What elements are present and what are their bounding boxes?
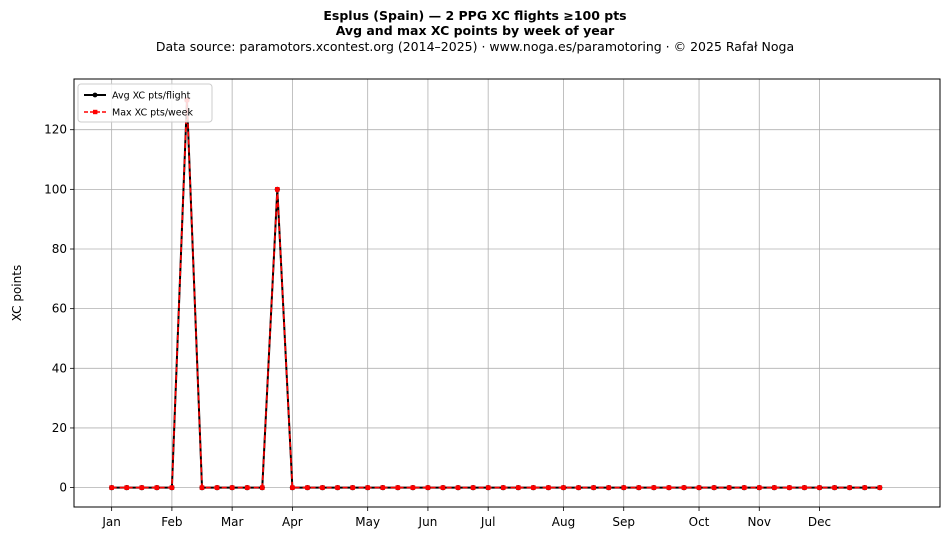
data-point [576,485,581,490]
data-point [410,485,416,490]
data-point [485,485,491,490]
data-point [275,187,280,192]
y-tick-label: 40 [52,361,67,375]
y-tick-label: 0 [59,481,67,495]
data-point [500,485,506,490]
y-axis-label: XC points [10,265,24,321]
data-point [425,485,431,490]
data-point [636,485,642,490]
data-point [365,485,370,490]
data-point [802,485,807,490]
chart-titles: Esplus (Spain) — 2 PPG XC flights ≥100 p… [0,8,950,55]
legend-marker [92,92,98,98]
data-point [832,485,837,490]
data-point [440,485,446,490]
data-point [787,485,792,490]
series-layer [109,97,883,491]
chart-title: Esplus (Spain) — 2 PPG XC flights ≥100 p… [323,8,627,23]
data-point [124,485,130,490]
x-tick-label: Sep [612,515,635,529]
legend-marker [93,109,98,115]
y-tick-label: 20 [52,421,67,435]
data-point [290,485,295,490]
data-point [244,485,250,490]
data-point [726,485,732,490]
data-point [531,485,536,490]
x-tick-label: Mar [221,515,244,529]
x-tick-label: Nov [748,515,771,529]
x-tick-label: Jul [480,515,495,529]
data-point [756,485,762,490]
data-point [455,485,461,490]
data-point [862,485,867,490]
series-line [111,99,880,489]
data-point [214,485,220,490]
data-point [666,485,672,490]
data-point [320,485,325,490]
series-line [111,99,880,489]
x-tick-label: Feb [161,515,182,529]
data-point [139,485,145,490]
data-source-line: Data source: paramotors.xcontest.org (20… [155,39,795,54]
data-point [696,485,702,490]
data-point [681,485,687,490]
data-point [621,485,627,490]
data-point [546,485,551,490]
x-tick-label: Oct [689,515,710,529]
data-point [651,485,657,490]
y-tick-label: 80 [52,242,67,256]
x-tick-label: Jun [418,515,438,529]
data-point [470,485,476,490]
legend: Avg XC pts/flight Max XC pts/week [77,83,213,123]
y-tick-label: 100 [44,182,67,196]
data-point [259,485,265,490]
data-point [169,485,175,490]
data-point [199,485,205,490]
data-point [591,485,596,490]
data-point [817,485,822,490]
x-tick-label: Jan [101,515,121,529]
data-point [877,485,883,490]
legend-entry: Max XC pts/week [112,108,193,119]
data-point [741,485,747,490]
x-tick-label: Apr [282,515,303,529]
data-point [350,485,355,490]
data-point [772,485,777,490]
data-point [847,485,852,490]
data-point [711,485,717,490]
data-point [229,485,235,490]
axes: Jan Feb Mar Apr May Jun Jul Aug Sep Oct Nov Dec 0 20 4… [44,123,831,529]
grid [74,79,940,507]
data-point [380,485,386,490]
chart-subtitle: Avg and max XC points by week of year [335,23,615,38]
data-point [606,485,611,490]
y-tick-label: 60 [52,302,67,316]
plot-frame [73,78,941,508]
data-point [109,485,114,490]
data-point [335,485,340,490]
data-point [561,485,566,490]
x-tick-label: Aug [552,515,575,529]
data-point [154,485,160,490]
data-point [515,485,521,490]
x-tick-label: Dec [808,515,831,529]
legend-box [77,83,213,123]
data-point [395,485,401,490]
y-tick-label: 120 [44,123,67,137]
data-point [305,485,310,490]
legend-entry: Avg XC pts/flight [112,91,191,102]
x-tick-label: May [355,515,380,529]
